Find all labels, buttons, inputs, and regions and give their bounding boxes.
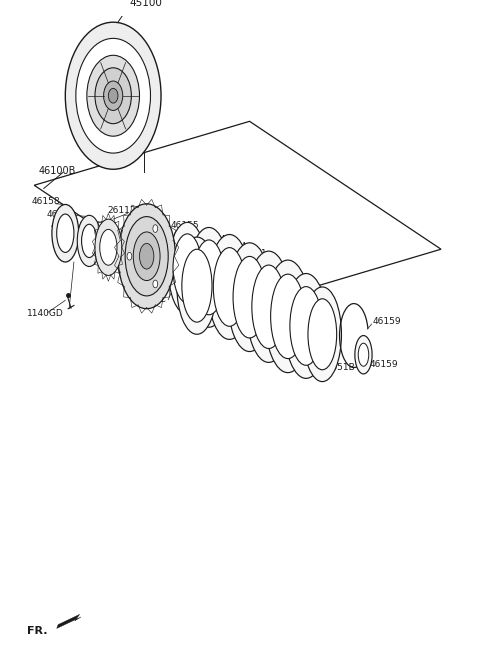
Ellipse shape (173, 234, 202, 303)
Ellipse shape (87, 55, 140, 136)
Ellipse shape (290, 287, 322, 365)
Ellipse shape (153, 225, 157, 232)
Text: 45681: 45681 (239, 249, 268, 258)
Text: FR.: FR. (27, 626, 48, 636)
Text: 46159: 46159 (373, 317, 402, 326)
Ellipse shape (208, 234, 251, 339)
Ellipse shape (76, 38, 151, 153)
Text: 46155: 46155 (170, 221, 199, 230)
Ellipse shape (82, 224, 97, 258)
Text: 45651B: 45651B (321, 363, 355, 372)
Text: 46159: 46159 (369, 360, 398, 369)
Ellipse shape (271, 274, 305, 359)
Ellipse shape (303, 287, 341, 382)
Ellipse shape (213, 247, 246, 326)
Ellipse shape (95, 68, 132, 124)
Ellipse shape (308, 298, 336, 370)
Ellipse shape (95, 219, 122, 276)
Ellipse shape (265, 260, 311, 373)
Ellipse shape (153, 280, 157, 288)
Text: 45100: 45100 (130, 0, 163, 8)
Text: 45643C: 45643C (131, 295, 166, 304)
Ellipse shape (65, 22, 161, 169)
Ellipse shape (140, 243, 154, 269)
Ellipse shape (285, 274, 327, 379)
Ellipse shape (168, 222, 206, 314)
Ellipse shape (127, 253, 132, 260)
Ellipse shape (118, 204, 175, 309)
Text: 1140GD: 1140GD (27, 309, 64, 318)
Text: 45247A: 45247A (51, 221, 85, 230)
Text: 45527A: 45527A (192, 235, 227, 244)
Ellipse shape (252, 265, 286, 348)
Text: 26112B: 26112B (107, 207, 142, 215)
Ellipse shape (125, 216, 168, 296)
Ellipse shape (100, 230, 117, 265)
Ellipse shape (57, 214, 74, 253)
Ellipse shape (133, 232, 160, 281)
Ellipse shape (355, 336, 372, 374)
Ellipse shape (177, 237, 217, 335)
Text: 45644: 45644 (218, 241, 247, 251)
Ellipse shape (246, 251, 291, 362)
Ellipse shape (77, 215, 101, 266)
Ellipse shape (233, 256, 266, 338)
Ellipse shape (108, 89, 118, 103)
Ellipse shape (188, 228, 229, 327)
Ellipse shape (193, 240, 224, 315)
Text: 45577A: 45577A (298, 352, 332, 361)
Ellipse shape (182, 249, 212, 322)
Ellipse shape (358, 343, 369, 366)
Ellipse shape (228, 243, 272, 352)
Text: 46100B: 46100B (39, 166, 76, 176)
Ellipse shape (52, 205, 79, 262)
Text: 46131: 46131 (46, 209, 75, 218)
Text: 46158: 46158 (32, 197, 60, 206)
Polygon shape (57, 615, 81, 628)
Ellipse shape (104, 81, 123, 110)
